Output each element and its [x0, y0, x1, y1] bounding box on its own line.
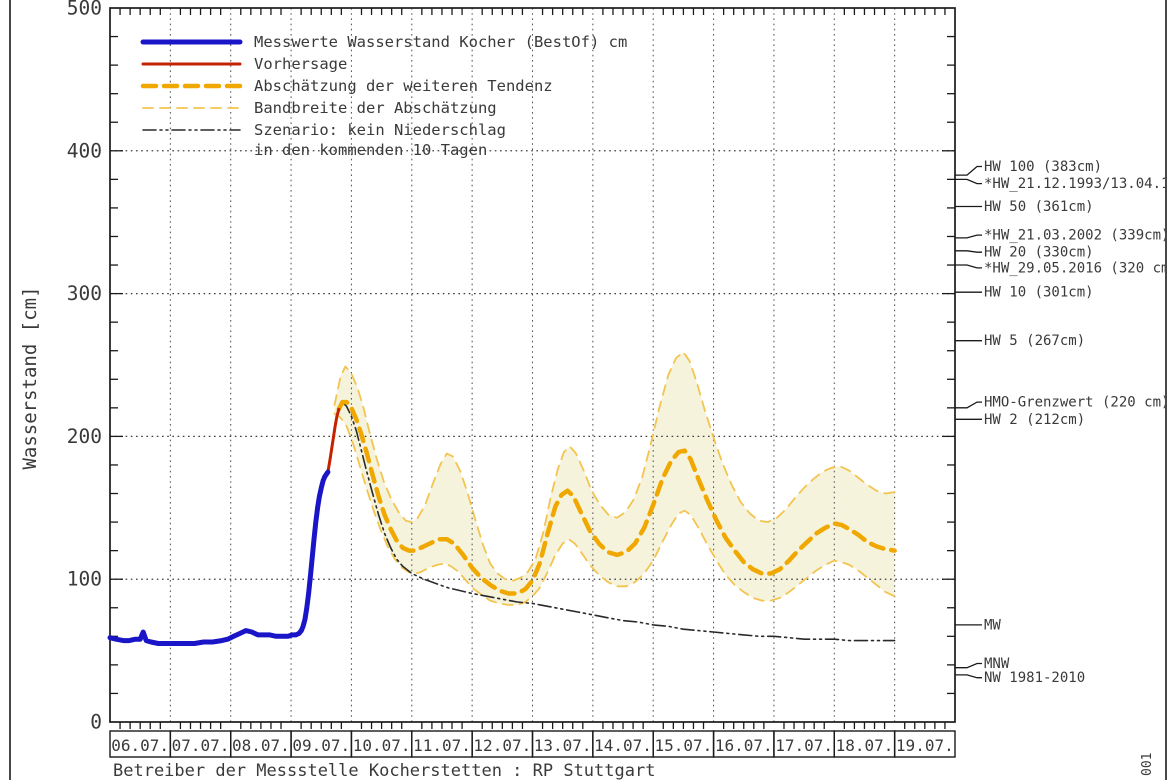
- legend-label: Vorhersage: [254, 55, 347, 73]
- reference-label: HW 5 (267cm): [984, 333, 1085, 349]
- day-label: 16.07.: [715, 736, 773, 755]
- reference-label: HMO-Grenzwert (220 cm): [984, 395, 1169, 411]
- day-label: 08.07.: [232, 736, 290, 755]
- x-axis-day-boxes: 06.07. 07.07. 08.07. 09.07. 10.07. 11.07. 12.0…: [109, 730, 956, 758]
- side-note-rotated: 001: [1140, 753, 1155, 776]
- y-tick-label: 0: [90, 711, 102, 734]
- series-band_lower: [333, 412, 896, 606]
- y-axis-title: Wasserstand [cm]: [19, 286, 41, 469]
- reference-connector: [955, 178, 982, 185]
- day-label: 10.07.: [353, 736, 411, 755]
- legend-label: Bandbreite der Abschätzung: [254, 99, 497, 117]
- y-axis-labels: 0 100 200 300 400 500: [67, 0, 102, 734]
- reference-label: *HW_21.03.2002 (339cm): [984, 228, 1169, 244]
- y-tick-label: 500: [67, 0, 102, 20]
- day-label: 11.07.: [413, 736, 471, 755]
- y-tick-label: 300: [67, 282, 102, 305]
- axis-ticks: [110, 8, 955, 729]
- day-box: [893, 730, 956, 758]
- gridlines: [110, 8, 955, 722]
- reference-label: HW 100 (383cm): [984, 159, 1102, 175]
- reference-connector: [955, 674, 982, 679]
- reference-connector: [955, 264, 982, 269]
- reference-connector: [955, 165, 982, 176]
- day-label: 14.07.: [594, 736, 652, 755]
- series-band_upper: [333, 351, 896, 582]
- legend-label: Abschätzung der weiteren Tendenz: [254, 77, 553, 95]
- reference-connector: [955, 662, 982, 669]
- day-label: 12.07.: [473, 736, 531, 755]
- reference-connector: [955, 401, 982, 409]
- legend: Messwerte Wasserstand Kocher (BestOf) cm…: [140, 33, 627, 159]
- legend-label-line2: in den kommenden 10 Tagen: [254, 141, 487, 159]
- day-label: 13.07.: [534, 736, 592, 755]
- footer-station-operator: Betreiber der Messstelle Kocherstetten :…: [113, 761, 655, 780]
- y-tick-label: 100: [67, 568, 102, 591]
- reference-label: MW: [984, 617, 1001, 633]
- right-reference-marks: HW 100 (383cm)*HW_21.12.1993/13.04.1994 H…: [955, 159, 1170, 686]
- day-label: 19.07.: [896, 736, 954, 755]
- day-label: 15.07.: [654, 736, 712, 755]
- day-label: 06.07.: [111, 736, 169, 755]
- legend-label: Szenario: kein Niederschlag: [254, 121, 506, 139]
- reference-connector: [955, 250, 982, 253]
- reference-label: NW 1981-2010: [984, 670, 1085, 686]
- legend-label: Messwerte Wasserstand Kocher (BestOf) cm: [254, 33, 627, 51]
- reference-label: *HW_29.05.2016 (320 cm): [984, 260, 1170, 276]
- plot-border: [109, 7, 956, 723]
- day-label: 09.07.: [292, 736, 350, 755]
- y-tick-label: 200: [67, 425, 102, 448]
- reference-label: HW 10 (301cm): [984, 285, 1094, 301]
- reference-label: HW 20 (330cm): [984, 245, 1094, 261]
- reference-connector: [955, 234, 982, 239]
- reference-label: HW 50 (361cm): [984, 199, 1094, 215]
- reference-label: MNW: [984, 656, 1010, 672]
- reference-label: HW 2 (212cm): [984, 412, 1085, 428]
- y-tick-label: 400: [67, 139, 102, 162]
- day-label: 17.07.: [775, 736, 833, 755]
- series-szenario: [341, 401, 896, 642]
- day-label: 18.07.: [836, 736, 894, 755]
- page-frame: [9, 0, 1167, 780]
- uncertainty-band-fill: [334, 352, 895, 605]
- series-vorhersage: [326, 407, 341, 474]
- reference-label: *HW_21.12.1993/13.04.1994: [984, 176, 1170, 192]
- series-messwerte: [107, 469, 331, 646]
- day-label: 07.07.: [172, 736, 230, 755]
- series-tendenz: [336, 399, 897, 596]
